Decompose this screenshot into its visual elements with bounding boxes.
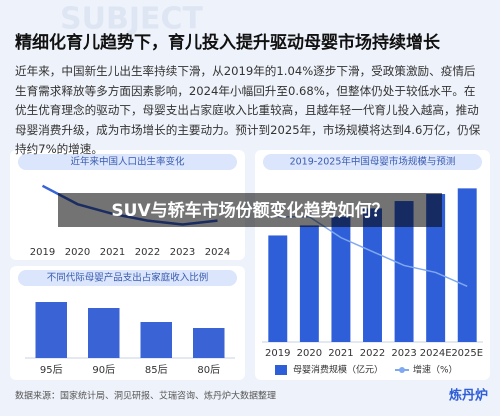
x-tick-label: 90后	[92, 364, 115, 376]
panel-title-bg	[263, 154, 482, 170]
x-tick-label: 85后	[145, 364, 168, 376]
overlay-band	[58, 193, 442, 227]
bar	[140, 322, 172, 358]
bar	[193, 328, 225, 358]
x-tick-label: 2024	[205, 247, 230, 258]
bar	[363, 208, 382, 342]
bar	[268, 235, 288, 342]
bar	[88, 308, 120, 358]
overlay-title: SUV与轿车市场份额变化趋势如何？	[111, 200, 388, 221]
panel-title: 不同代际母婴产品支出占家庭收入比例	[47, 272, 209, 284]
bar	[426, 194, 446, 342]
legend-label: 母婴消费规模（亿元）	[293, 364, 383, 376]
x-tick-label: 2024E	[420, 348, 452, 359]
x-tick-label: 2020	[297, 348, 322, 359]
x-tick-label: 95后	[40, 364, 63, 376]
bar	[394, 201, 414, 342]
x-tick-label: 2022	[360, 348, 385, 359]
x-tick-label: 2019	[30, 247, 55, 258]
source: 数据来源：国家统计局、洞见研报、艾瑞咨询、炼丹炉大数据整理	[15, 390, 276, 402]
x-tick-label: 2023	[170, 247, 195, 258]
panel-title-bg	[18, 154, 237, 170]
bar	[35, 302, 67, 358]
panel-title: 2019-2025年中国母婴市场规模与预测	[290, 156, 456, 168]
x-tick-label: 2019	[265, 348, 290, 359]
logo: 炼丹炉	[449, 388, 488, 404]
bar	[457, 188, 477, 342]
x-tick-label: 2021	[328, 348, 353, 359]
x-tick-label: 2022	[135, 247, 160, 258]
x-tick-label: 2025E	[451, 348, 483, 359]
panel-title-bg	[18, 270, 237, 286]
legend-label: 增速（%）	[413, 364, 458, 376]
bar	[331, 216, 351, 342]
x-tick-label: 2021	[100, 247, 125, 258]
x-tick-label: 2023	[391, 348, 416, 359]
legend-dot	[399, 367, 405, 373]
title: 精细化育儿趋势下，育儿投入提升驱动母婴市场持续增长	[15, 33, 440, 53]
watermark: SUBJECT	[60, 2, 204, 37]
paragraph: 近年来，中国新生儿出生率持续下滑，从2019年的1.04%逐步下滑，受政策激励、…	[15, 64, 481, 156]
panel	[10, 266, 245, 380]
x-tick-label: 80后	[197, 364, 220, 376]
bar	[299, 225, 319, 342]
panel-title: 近年来中国人口出生率变化	[70, 156, 185, 168]
x-tick-label: 2020	[65, 247, 90, 258]
legend-swatch	[275, 365, 287, 375]
